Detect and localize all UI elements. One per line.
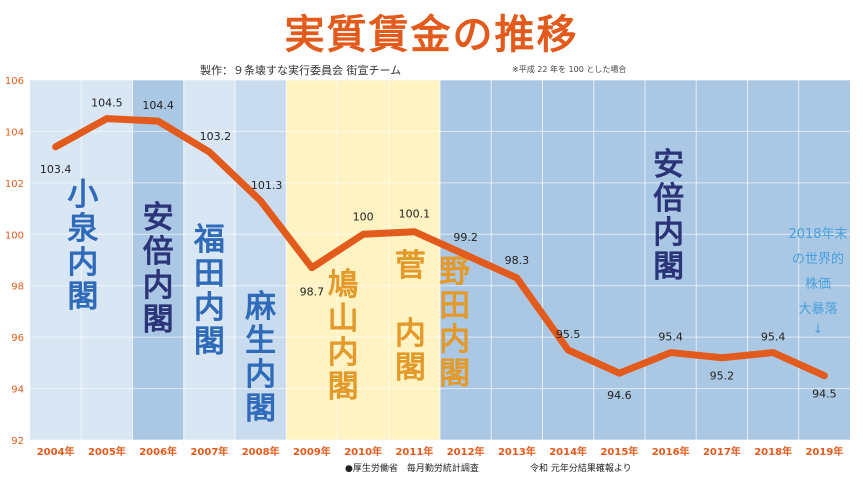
- y-tick-label: 102: [5, 179, 24, 190]
- data-label: 103.2: [200, 130, 232, 143]
- data-label: 99.2: [453, 231, 478, 244]
- era-label-char: 倍: [653, 181, 684, 217]
- chart-credit: 製作：９条壊すな実行委員会 街宣チーム: [200, 64, 402, 77]
- era-label-char: 山: [328, 301, 359, 337]
- annotation-text: 大暴落: [798, 302, 837, 317]
- x-tick-label: 2006年: [139, 445, 177, 458]
- data-label: 98.7: [300, 286, 325, 299]
- era-label-char: 安: [143, 200, 174, 236]
- data-label: 100: [353, 210, 374, 223]
- chart-title: 実質賃金の推移: [284, 12, 579, 58]
- era-label-char: 内: [245, 357, 276, 393]
- era-label-char: 内: [653, 215, 684, 251]
- data-label: 100.1: [399, 208, 431, 221]
- era-label-char: 泉: [67, 211, 98, 247]
- data-label: 94.5: [812, 388, 837, 401]
- data-label: 103.4: [40, 163, 72, 176]
- era-label-char: 内: [328, 335, 359, 371]
- y-tick-label: 100: [5, 230, 24, 241]
- x-tick-label: 2011年: [395, 445, 433, 458]
- data-label: 104.5: [91, 97, 123, 110]
- era-label-char: 麻: [245, 289, 276, 325]
- era-label-char: 内: [194, 290, 225, 326]
- x-tick-label: 2013年: [498, 445, 536, 458]
- x-tick-label: 2018年: [754, 445, 792, 458]
- data-label: 98.3: [505, 254, 530, 267]
- era-label-char: 菅: [395, 248, 426, 284]
- y-tick-label: 96: [11, 333, 24, 344]
- era-label-char: 安: [653, 147, 684, 183]
- y-tick-label: 94: [11, 385, 24, 396]
- era-label-char: 小: [67, 177, 98, 213]
- era-label-char: 田: [194, 256, 225, 292]
- era-band: [388, 80, 440, 440]
- x-tick-label: 2014年: [549, 445, 587, 458]
- x-tick-label: 2019年: [805, 445, 843, 458]
- era-label-char: 内: [395, 316, 426, 352]
- era-label-char: 閣: [439, 356, 470, 392]
- era-label-char: 内: [143, 268, 174, 304]
- y-tick-label: 92: [11, 436, 24, 447]
- y-tick-label: 104: [5, 127, 24, 138]
- annotation-arrow: ↓: [813, 322, 824, 337]
- era-label-char: 倍: [143, 234, 174, 270]
- footer-source-right: 令和 元年分結果確報より: [530, 464, 632, 474]
- era-band: [337, 80, 389, 440]
- era-label-char: 田: [439, 288, 470, 324]
- annotation-text: 株価: [805, 277, 831, 292]
- x-tick-label: 2017年: [703, 445, 741, 458]
- data-label: 95.4: [658, 331, 683, 344]
- series-line: [52, 115, 828, 380]
- era-label-char: 閣: [245, 391, 276, 427]
- era-label-char: 鳩: [328, 267, 359, 303]
- data-label: 95.5: [556, 328, 581, 341]
- annotation-text: の世界的: [792, 251, 844, 267]
- era-label-char: 閣: [395, 350, 426, 386]
- x-tick-label: 2004年: [37, 445, 75, 458]
- x-tick-label: 2009年: [293, 445, 331, 458]
- annotation-text: 2018年末: [788, 227, 847, 242]
- data-label: 101.3: [251, 179, 283, 192]
- data-label: 95.4: [761, 331, 786, 344]
- era-band: [132, 80, 184, 440]
- x-tick-label: 2010年: [344, 445, 382, 458]
- era-label-char: 内: [439, 322, 470, 358]
- era-label-char: [395, 282, 426, 318]
- era-label-char: 閣: [653, 249, 684, 285]
- era-label-char: 閣: [328, 369, 359, 405]
- data-label: 94.6: [607, 389, 632, 402]
- era-label-char: 生: [245, 323, 276, 359]
- footer-source-left: ●厚生労働省 毎月勤労統計調査: [345, 464, 479, 474]
- x-tick-label: 2012年: [447, 445, 485, 458]
- era-label-char: 福: [193, 222, 225, 258]
- era-label-char: 内: [67, 245, 98, 281]
- era-label-char: 閣: [67, 279, 98, 315]
- era-label: 菅 内閣: [395, 248, 426, 386]
- era-label-char: 野: [439, 254, 470, 290]
- x-tick-label: 2005年: [88, 445, 126, 458]
- y-tick-label: 106: [5, 76, 24, 87]
- era-label-char: 閣: [194, 324, 225, 360]
- x-tick-label: 2016年: [652, 445, 690, 458]
- data-label: 95.2: [710, 370, 735, 383]
- x-tick-label: 2007年: [190, 445, 228, 458]
- x-tick-label: 2008年: [242, 445, 280, 458]
- chart-note: ※平成 22 年を 100 とした場合: [512, 65, 627, 74]
- era-label-char: 閣: [143, 302, 174, 338]
- data-label: 104.4: [142, 99, 174, 112]
- era-band: [235, 80, 287, 440]
- x-tick-label: 2015年: [600, 445, 638, 458]
- y-tick-label: 98: [11, 282, 24, 293]
